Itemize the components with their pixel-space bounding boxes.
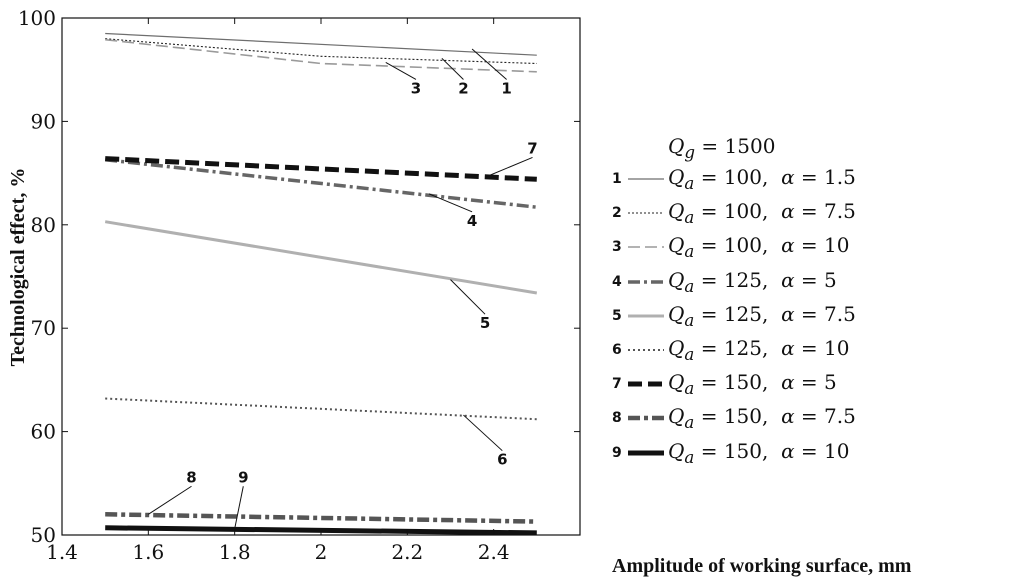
- legend-swatch: [628, 349, 664, 351]
- legend-label: Qa = 100, α = 1.5: [668, 165, 856, 193]
- legend-number: 8: [612, 410, 622, 427]
- callout-leader: [450, 279, 486, 315]
- legend-item: 8 Qa = 150, α = 7.5: [612, 402, 932, 432]
- legend-swatch: [628, 450, 664, 456]
- series-line-1: [105, 32, 537, 56]
- y-tick-label: 90: [31, 109, 56, 133]
- x-tick-label: 2.4: [478, 540, 510, 564]
- legend-label: Qa = 125, α = 10: [668, 336, 850, 364]
- callout-label: 4: [467, 212, 477, 230]
- legend-swatch: [628, 381, 664, 387]
- legend-swatch: [628, 246, 664, 249]
- x-tick-label: 2.2: [391, 540, 423, 564]
- legend-number: 7: [612, 376, 622, 393]
- series-line-4: [105, 157, 537, 209]
- series-group: [104, 32, 538, 536]
- callout-label: 1: [501, 79, 511, 97]
- series-line-8: [105, 512, 537, 524]
- legend-number: 9: [612, 444, 622, 461]
- callout-leader: [234, 486, 244, 529]
- callout-label: 3: [411, 79, 421, 97]
- series-line-2: [105, 38, 537, 65]
- y-tick-label: 100: [18, 6, 56, 30]
- y-tick-label: 80: [31, 213, 56, 237]
- callout-label: 5: [480, 314, 490, 332]
- legend-swatch: [628, 178, 664, 180]
- callout-leader: [441, 57, 464, 80]
- x-tick-label: 1.8: [219, 540, 251, 564]
- legend-number: 1: [612, 171, 622, 187]
- legend-swatch: [628, 314, 664, 318]
- annotation-group: 1 2 3 7 4 5 6 8 9: [148, 48, 538, 529]
- y-axis-label: Technological effect, %: [7, 168, 29, 367]
- y-tick-label: 50: [31, 523, 56, 547]
- legend-label: Qa = 150, α = 5: [668, 370, 837, 399]
- legend-item: 2 Qa = 100, α = 7.5: [612, 197, 932, 227]
- x-tick-label: 1.6: [132, 540, 164, 564]
- callout-leader: [385, 62, 417, 80]
- callout-leader: [148, 485, 192, 515]
- legend-label: Qa = 125, α = 7.5: [668, 301, 856, 330]
- callout-leader: [484, 156, 533, 178]
- callout-leader: [463, 414, 503, 452]
- legend-number: 3: [612, 239, 622, 256]
- legend-header: Qg = 1500: [668, 134, 776, 162]
- legend-item: 4 Qa = 125, α = 5: [612, 266, 932, 296]
- y-tick-label: 60: [31, 420, 56, 444]
- callout-label: 7: [527, 139, 537, 157]
- x-tick-label: 2: [315, 540, 328, 564]
- legend-item: 7 Qa = 150, α = 5: [612, 368, 932, 398]
- legend-number: 6: [612, 342, 622, 358]
- legend-number: 2: [612, 205, 622, 222]
- legend-label: Qa = 100, α = 7.5: [668, 199, 856, 228]
- callout-label: 6: [497, 451, 507, 469]
- legend-number: 4: [612, 273, 622, 290]
- legend-item: 1 Qa = 100, α = 1.5: [612, 163, 932, 193]
- callout-label: 2: [458, 79, 468, 97]
- x-axis-label: Amplitude of working surface, mm: [612, 555, 912, 577]
- legend-swatch: [628, 279, 664, 284]
- series-line-6: [105, 397, 537, 421]
- legend-label: Qa = 150, α = 10: [668, 438, 850, 467]
- legend-label: Qa = 125, α = 5: [668, 267, 837, 296]
- legend-label: Qa = 100, α = 10: [668, 233, 850, 262]
- legend-item: 5 Qa = 125, α = 7.5: [612, 300, 932, 330]
- legend-number: 5: [612, 307, 622, 324]
- legend-item: 6 Qa = 125, α = 10: [612, 334, 932, 364]
- legend-item: 3 Qa = 100, α = 10: [612, 231, 932, 261]
- legend-label: Qa = 150, α = 7.5: [668, 404, 856, 433]
- callout-label: 8: [186, 468, 196, 486]
- series-line-5: [104, 220, 538, 295]
- legend-swatch: [628, 416, 664, 421]
- callout-label: 9: [238, 468, 248, 486]
- x-tick-label: 1.4: [46, 540, 78, 564]
- callout-leader: [471, 48, 507, 80]
- y-tick-label: 70: [31, 316, 56, 340]
- series-line-7: [105, 156, 537, 182]
- legend-item: 9 Qa = 150, α = 10: [612, 437, 932, 467]
- series-line-3: [105, 38, 537, 73]
- axes: 1.4 1.6 1.8 2 2.2 2.4 50 60 70 80 90 100: [18, 6, 581, 564]
- legend-swatch: [628, 212, 664, 214]
- callout-leader: [428, 193, 473, 213]
